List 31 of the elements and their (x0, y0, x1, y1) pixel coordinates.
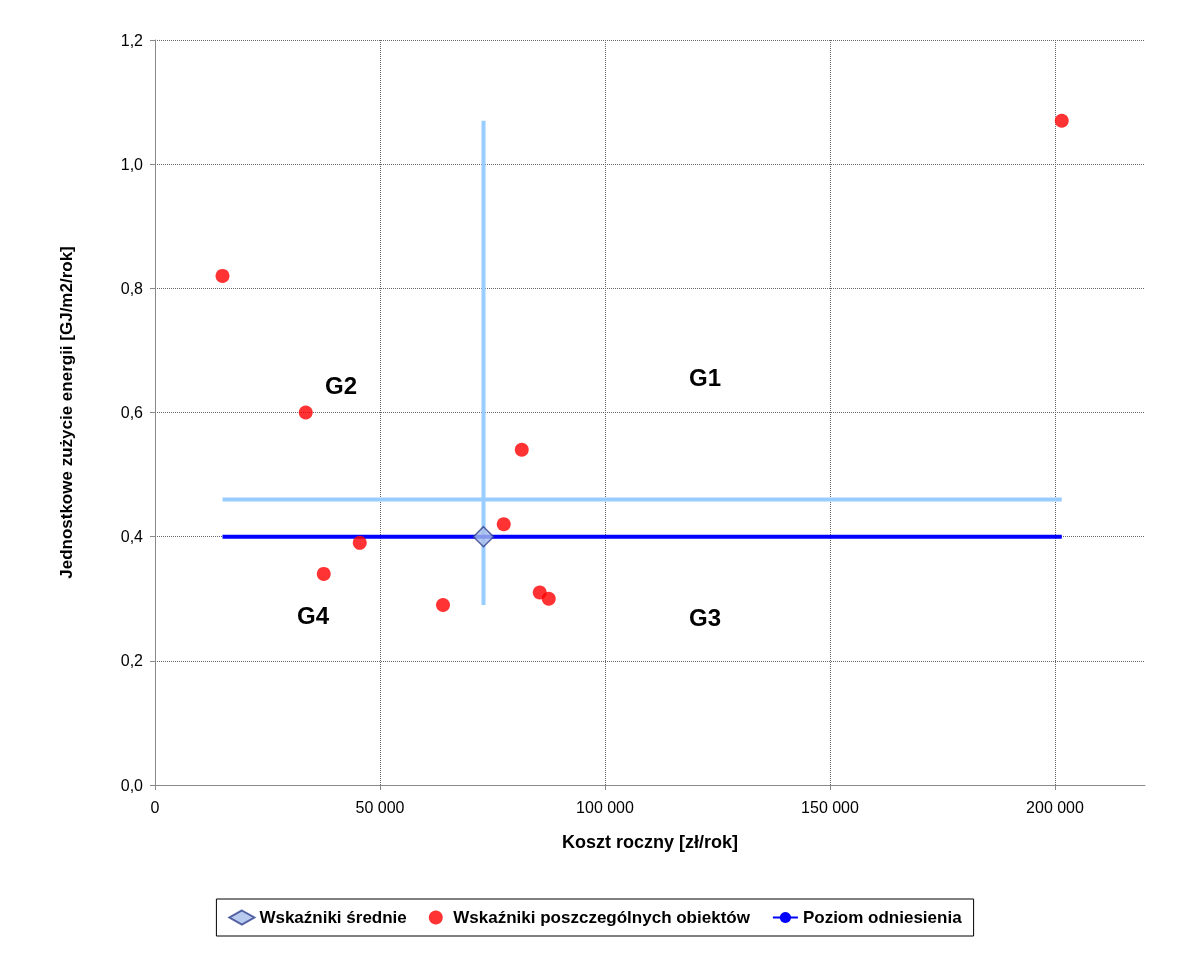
x-tick-label: 100 000 (576, 798, 635, 816)
point (1054, 113, 1069, 128)
point (215, 268, 230, 283)
annotation: G1 (688, 363, 722, 391)
y-axis-title: Jednostkowe zużycie energii [GJ/m2/rok] (57, 246, 76, 579)
y-tick-label: 0,6 (120, 404, 144, 421)
y-tick-label: 0,0 (120, 776, 144, 794)
y-tick-label: 0,4 (120, 528, 144, 546)
x-tick-label: 50 000 (355, 798, 405, 816)
x-tick-label: 200 000 (1026, 798, 1085, 816)
point (514, 442, 529, 457)
point (316, 566, 331, 581)
point (352, 535, 367, 550)
y-tick-label: 1,0 (120, 155, 144, 173)
x-tick-label: 0 (150, 798, 160, 816)
legend-label: Poziom odniesienia (802, 908, 963, 927)
point (541, 591, 556, 606)
x-tick-label: 150 000 (801, 798, 860, 816)
point (472, 525, 495, 548)
legend-label: Wskaźniki poszczególnych obiektów (453, 908, 751, 927)
legend-label: Wskaźniki średnie (259, 908, 407, 927)
y-tick-label: 1,2 (120, 31, 144, 49)
annotation: G4 (296, 601, 330, 629)
annotation: G3 (688, 603, 722, 631)
point (496, 517, 511, 532)
point (298, 405, 313, 420)
point (436, 597, 450, 612)
y-tick-label: 0,8 (120, 279, 144, 297)
x-axis-title: Koszt roczny [zł/rok] (561, 832, 739, 852)
annotation: G2 (324, 371, 358, 399)
y-tick-label: 0,2 (120, 652, 144, 670)
